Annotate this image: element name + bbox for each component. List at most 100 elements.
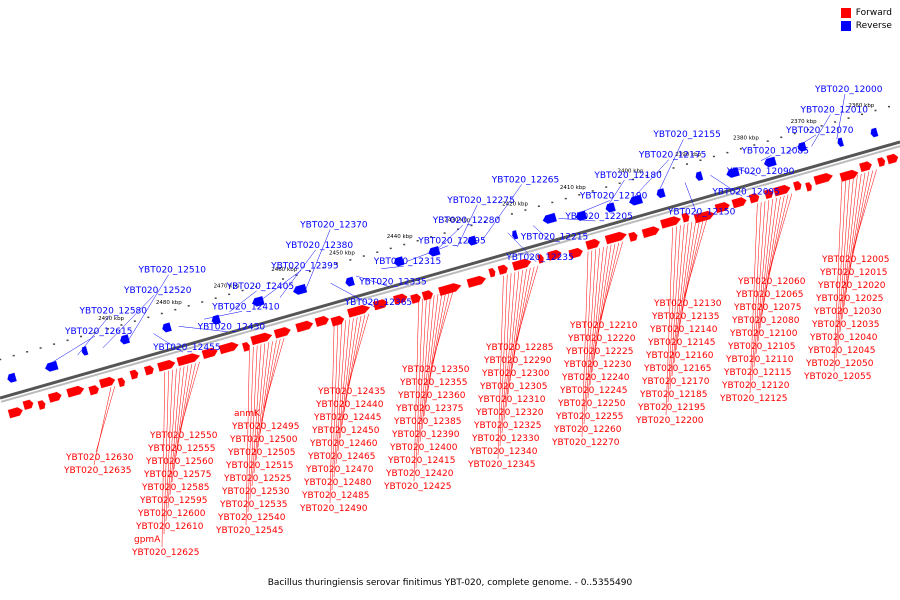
guide-dot: [268, 282, 271, 284]
forward-gene: [421, 289, 434, 302]
forward-leader-line: [93, 387, 112, 466]
reverse-gene: [6, 372, 18, 384]
guide-dot: [308, 270, 311, 273]
forward-gene-label: YBT020_12140: [649, 325, 718, 335]
guide-dot: [524, 209, 527, 211]
forward-leader-line: [665, 227, 673, 416]
forward-leader-line: [341, 317, 358, 426]
reverse-gene-label: YBT020_12335: [358, 278, 426, 288]
forward-gene-label: YBT020_12600: [137, 509, 206, 519]
forward-gene: [641, 225, 661, 239]
forward-gene: [330, 315, 345, 327]
forward-gene-label: YBT020_12020: [817, 281, 886, 291]
forward-leader-line: [593, 244, 612, 360]
forward-gene-label: YBT020_12120: [721, 381, 790, 391]
forward-gene-label: YBT020_12285: [485, 343, 553, 353]
forward-gene: [65, 385, 85, 398]
guide-dot: [322, 266, 325, 269]
guide-dot: [712, 155, 715, 158]
forward-gene-label: YBT020_12505: [227, 448, 295, 458]
forward-gene: [156, 359, 176, 373]
forward-leader-line: [763, 195, 785, 303]
guide-dot: [147, 316, 150, 319]
reverse-leader-line: [153, 333, 184, 353]
forward-gene: [392, 293, 408, 306]
reverse-gene-label: YBT020_12215: [520, 232, 588, 242]
forward-leader-line: [345, 314, 366, 400]
guide-dot: [766, 140, 769, 142]
strand-legend: Forward Reverse: [840, 8, 892, 34]
forward-gene-label: YBT020_12385: [393, 417, 461, 427]
forward-leader-line: [173, 365, 189, 470]
guide-dot: [457, 228, 460, 230]
reverse-gene-label: YBT020_12150: [667, 208, 736, 218]
forward-gene: [143, 364, 155, 376]
reverse-leader-line: [254, 270, 302, 305]
forward-gene-label: YBT020_12320: [475, 408, 544, 418]
forward-leader-line: [667, 226, 677, 403]
guide-dot: [807, 128, 810, 131]
forward-gene: [218, 341, 240, 355]
forward-leader-line: [167, 368, 177, 509]
guide-dot: [335, 262, 338, 265]
forward-leader-line: [165, 369, 173, 522]
forward-gene: [567, 247, 584, 260]
reverse-gene-label: YBT020_12430: [197, 323, 266, 333]
forward-gene-label: YBT020_12270: [551, 438, 620, 448]
forward-gene: [87, 384, 100, 396]
forward-gene-label: YBT020_12480: [303, 478, 372, 488]
guide-dot: [847, 117, 850, 119]
reverse-gene-label: YBT020_12295: [417, 237, 485, 247]
forward-leader-line: [247, 346, 254, 513]
forward-gene-label: YBT020_12375: [395, 404, 463, 414]
forward-gene-label: YBT020_12400: [389, 443, 458, 453]
forward-gene-label: YBT020_12290: [483, 356, 552, 366]
guide-dot: [214, 297, 217, 299]
forward-leader-line: [427, 291, 446, 391]
forward-gene: [294, 320, 314, 333]
forward-gene-label: YBT020_12625: [131, 548, 199, 558]
reverse-leader-line: [305, 229, 331, 291]
reverse-leader-line: [583, 200, 610, 212]
forward-leader-line: [255, 342, 269, 461]
forward-gene-label: YBT020_12340: [469, 447, 538, 457]
forward-leader-line: [835, 178, 847, 359]
guide-dot: [618, 182, 621, 185]
forward-gene: [487, 267, 496, 278]
label-leader-lines: [52, 93, 877, 548]
guide-dot: [672, 167, 675, 169]
forward-gene-label: YBT020_12260: [553, 425, 622, 435]
guide-dot: [403, 243, 406, 246]
forward-gene-label: YBT020_12225: [565, 347, 633, 357]
forward-leader-line: [751, 202, 762, 381]
forward-gene: [98, 376, 116, 389]
forward-leader-line: [673, 223, 689, 364]
forward-leader-line: [757, 198, 773, 342]
legend-reverse: Reverse: [840, 21, 892, 31]
guide-dot: [416, 239, 419, 242]
forward-leader-line: [419, 296, 431, 443]
legend-forward: Forward: [840, 8, 892, 18]
reverse-gene: [81, 345, 89, 357]
reverse-gene: [345, 276, 356, 287]
axis-ticks: 2360 kbp 2370 kbp 2380 kbp 2390 kbp 2400 kbp…: [0, 103, 890, 361]
reverse-gene: [467, 235, 478, 246]
forward-leader-line: [507, 270, 523, 395]
forward-gene-label: YBT020_12545: [215, 526, 283, 536]
reverse-gene-label: YBT020_12265: [491, 175, 559, 185]
reverse-leader-line: [406, 245, 449, 262]
forward-gene-label: YBT020_12350: [401, 365, 470, 375]
reverse-leader-line: [634, 159, 670, 197]
reverse-gene: [575, 210, 588, 222]
reverse-leader-line: [482, 184, 522, 241]
guide-dot: [483, 220, 486, 223]
forward-strand-track: [7, 153, 899, 419]
forward-leader-line: [585, 249, 597, 412]
reverse-leader-line: [127, 274, 169, 341]
reverse-gene: [605, 201, 617, 213]
forward-gene: [584, 238, 601, 251]
reverse-gene-label: YBT020_12580: [79, 307, 148, 317]
forward-gene-label: YBT020_12470: [305, 465, 374, 475]
forward-gene-label: YBT020_12145: [647, 338, 715, 348]
forward-leader-line: [599, 241, 623, 321]
